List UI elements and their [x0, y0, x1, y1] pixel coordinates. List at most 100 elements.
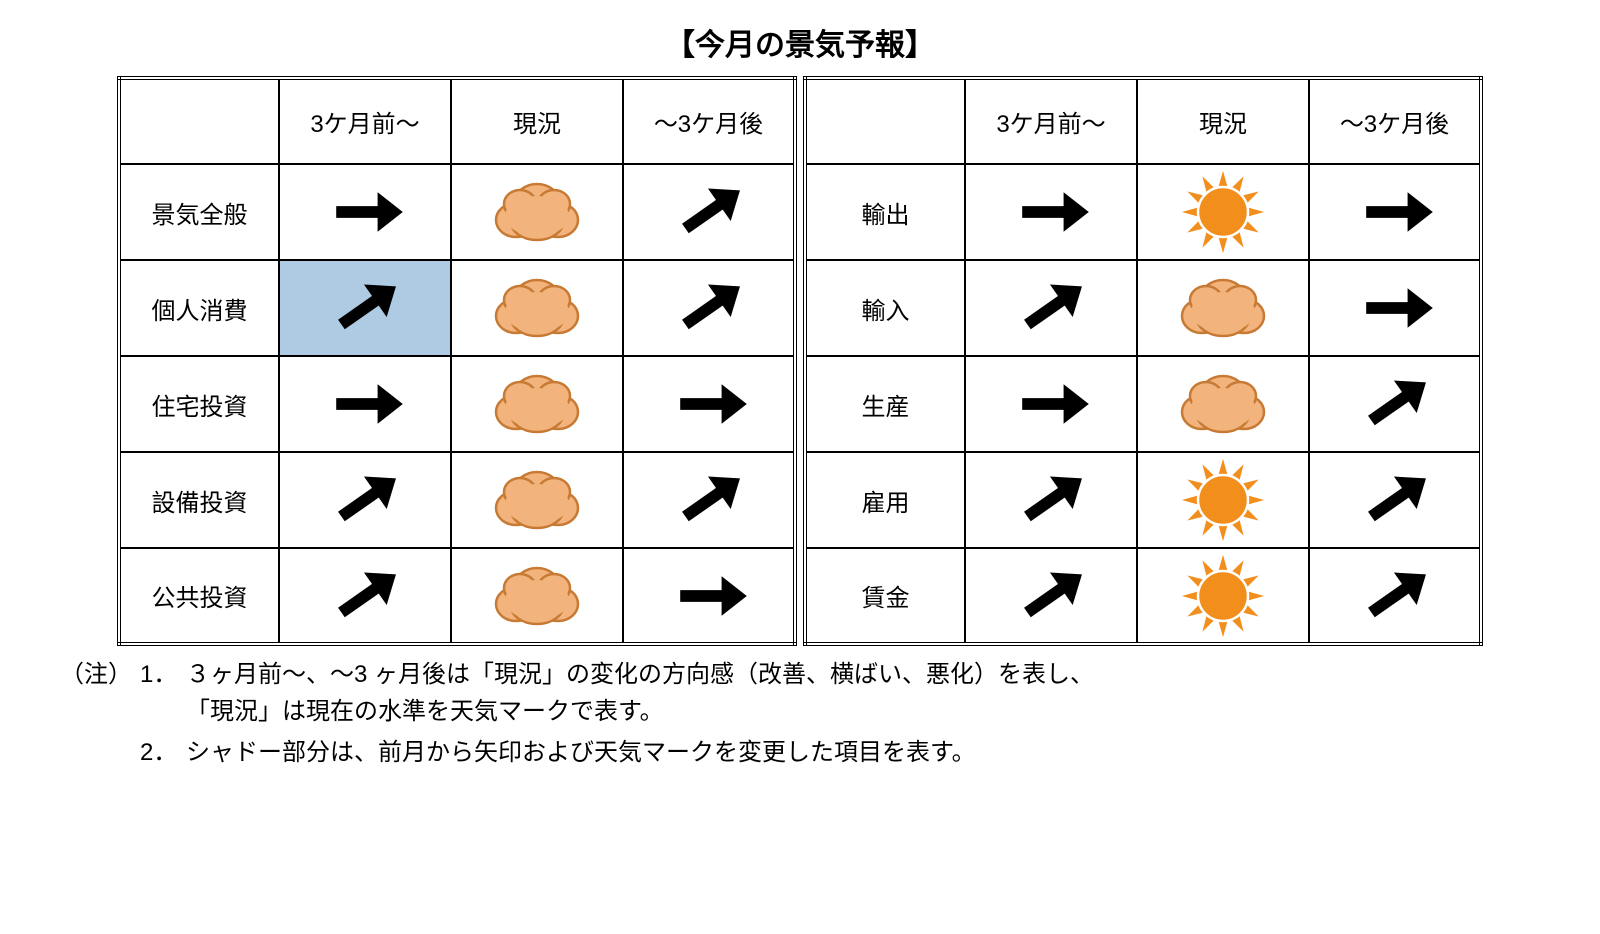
- table-row: 公共投資: [119, 548, 795, 644]
- table-row: 輸入: [805, 260, 1481, 356]
- notes-num: 2．: [140, 734, 186, 771]
- cell-after: [1309, 452, 1481, 548]
- notes-tag: （注）: [60, 656, 140, 693]
- arrow-upright-icon: [1310, 369, 1479, 439]
- cell-now: [451, 164, 623, 260]
- cell-now: [1137, 452, 1309, 548]
- forecast-table-right: 3ケ月前～ 現況 ～3ケ月後 輸出 輸入: [803, 76, 1483, 646]
- header-row: 3ケ月前～ 現況 ～3ケ月後: [119, 78, 795, 164]
- notes-text: ３ヶ月前～、～3 ヶ月後は「現況」の変化の方向感（改善、横ばい、悪化）を表し、: [186, 656, 1540, 693]
- cell-after: [623, 452, 795, 548]
- row-label: 景気全般: [119, 164, 279, 260]
- row-label: 生産: [805, 356, 965, 452]
- cell-after: [1309, 260, 1481, 356]
- header-now: 現況: [1137, 78, 1309, 164]
- row-label: 輸入: [805, 260, 965, 356]
- header-before: 3ケ月前～: [965, 78, 1137, 164]
- cloud-icon: [452, 268, 622, 348]
- arrow-upright-icon: [966, 273, 1136, 343]
- notes-text: シャドー部分は、前月から矢印および天気マークを変更した項目を表す。: [186, 734, 1540, 771]
- header-now: 現況: [451, 78, 623, 164]
- cell-after: [623, 548, 795, 644]
- cell-after: [1309, 548, 1481, 644]
- header-after: ～3ケ月後: [623, 78, 795, 164]
- cell-before: [965, 260, 1137, 356]
- cloud-icon: [452, 460, 622, 540]
- row-label: 住宅投資: [119, 356, 279, 452]
- cell-after: [1309, 356, 1481, 452]
- row-label: 輸出: [805, 164, 965, 260]
- cell-after: [1309, 164, 1481, 260]
- notes-text: 「現況」は現在の水準を天気マークで表す。: [186, 693, 1540, 730]
- arrow-upright-icon: [1310, 465, 1479, 535]
- cell-before: [279, 164, 451, 260]
- cloud-icon: [452, 364, 622, 444]
- row-label: 個人消費: [119, 260, 279, 356]
- arrow-upright-icon: [624, 465, 793, 535]
- table-row: 設備投資: [119, 452, 795, 548]
- arrow-upright-icon: [624, 273, 793, 343]
- header-blank: [119, 78, 279, 164]
- cell-now: [451, 260, 623, 356]
- cell-before: [279, 548, 451, 644]
- cell-before: [279, 356, 451, 452]
- cell-before: [965, 356, 1137, 452]
- table-row: 賃金: [805, 548, 1481, 644]
- arrow-upright-icon: [280, 465, 450, 535]
- cell-before: [965, 164, 1137, 260]
- cell-before: [965, 452, 1137, 548]
- arrow-right-icon: [1310, 273, 1479, 343]
- sun-icon: [1138, 454, 1308, 546]
- cell-before: [965, 548, 1137, 644]
- cell-now: [1137, 548, 1309, 644]
- sun-icon: [1138, 166, 1308, 258]
- header-row: 3ケ月前～ 現況 ～3ケ月後: [805, 78, 1481, 164]
- cell-now: [1137, 356, 1309, 452]
- cloud-icon: [1138, 364, 1308, 444]
- forecast-table-left: 3ケ月前～ 現況 ～3ケ月後 景気全般 個人消費: [117, 76, 797, 646]
- cell-now: [1137, 260, 1309, 356]
- header-blank: [805, 78, 965, 164]
- table-row: 個人消費: [119, 260, 795, 356]
- cell-now: [451, 548, 623, 644]
- forecast-tables: 3ケ月前～ 現況 ～3ケ月後 景気全般 個人消費: [60, 76, 1540, 646]
- table-row: 雇用: [805, 452, 1481, 548]
- arrow-right-icon: [280, 369, 450, 439]
- arrow-upright-icon: [280, 561, 450, 631]
- arrow-right-icon: [280, 177, 450, 247]
- arrow-upright-icon: [966, 561, 1136, 631]
- cell-after: [623, 260, 795, 356]
- cloud-icon: [452, 172, 622, 252]
- header-after: ～3ケ月後: [1309, 78, 1481, 164]
- arrow-right-icon: [966, 369, 1136, 439]
- cell-now: [451, 452, 623, 548]
- row-label: 雇用: [805, 452, 965, 548]
- cell-after: [623, 356, 795, 452]
- cloud-icon: [452, 556, 622, 636]
- row-label: 公共投資: [119, 548, 279, 644]
- arrow-right-icon: [624, 369, 793, 439]
- arrow-upright-icon: [624, 177, 793, 247]
- arrow-right-icon: [624, 561, 793, 631]
- notes: （注）1．３ヶ月前～、～3 ヶ月後は「現況」の変化の方向感（改善、横ばい、悪化）…: [60, 656, 1540, 772]
- notes-num: 1．: [140, 656, 186, 693]
- arrow-upright-icon: [280, 273, 450, 343]
- row-label: 賃金: [805, 548, 965, 644]
- table-row: 景気全般: [119, 164, 795, 260]
- arrow-upright-icon: [966, 465, 1136, 535]
- arrow-upright-icon: [1310, 561, 1479, 631]
- cloud-icon: [1138, 268, 1308, 348]
- cell-after: [623, 164, 795, 260]
- arrow-right-icon: [1310, 177, 1479, 247]
- cell-now: [451, 356, 623, 452]
- arrow-right-icon: [966, 177, 1136, 247]
- row-label: 設備投資: [119, 452, 279, 548]
- cell-now: [1137, 164, 1309, 260]
- header-before: 3ケ月前～: [279, 78, 451, 164]
- page-title: 【今月の景気予報】: [60, 20, 1540, 64]
- sun-icon: [1138, 550, 1308, 642]
- table-row: 輸出: [805, 164, 1481, 260]
- table-row: 住宅投資: [119, 356, 795, 452]
- cell-before: [279, 260, 451, 356]
- cell-before: [279, 452, 451, 548]
